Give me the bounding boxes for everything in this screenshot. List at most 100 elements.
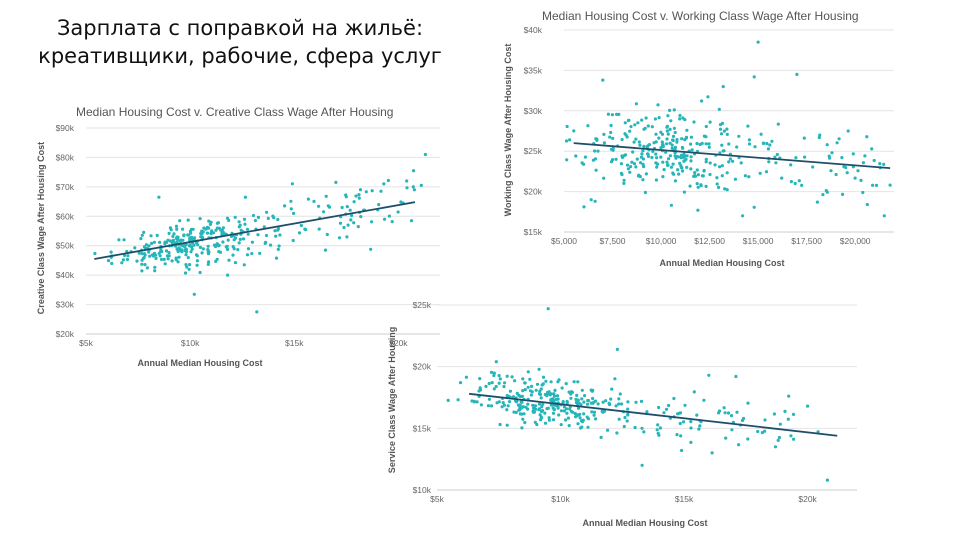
data-point <box>266 216 270 220</box>
data-point <box>273 229 277 233</box>
data-point <box>626 412 630 416</box>
data-point <box>221 226 225 230</box>
data-point <box>564 418 568 422</box>
data-point <box>611 136 615 140</box>
data-point <box>725 132 729 136</box>
data-point <box>176 249 180 254</box>
data-point <box>776 438 780 442</box>
data-point <box>878 162 882 166</box>
data-point <box>552 394 557 398</box>
x-tick-label: $7,500 <box>600 236 626 246</box>
data-point <box>269 243 273 247</box>
data-point <box>599 435 603 439</box>
data-point <box>187 267 191 271</box>
data-point <box>162 257 166 261</box>
data-point <box>737 134 741 138</box>
data-point <box>651 149 655 153</box>
data-point <box>501 401 505 405</box>
data-point <box>556 406 560 410</box>
data-point <box>187 233 191 237</box>
data-point <box>258 251 262 255</box>
x-axis-label: Annual Median Housing Cost <box>660 258 785 268</box>
data-point <box>214 244 218 249</box>
data-point <box>594 417 598 421</box>
data-point <box>641 149 645 153</box>
data-point <box>356 225 360 229</box>
data-point <box>596 149 600 153</box>
data-point <box>571 410 575 414</box>
data-point <box>731 159 735 163</box>
data-point <box>180 244 184 248</box>
data-point <box>569 396 573 400</box>
data-point <box>575 393 579 397</box>
data-point <box>176 260 180 264</box>
data-point <box>206 244 210 248</box>
data-point <box>342 225 346 230</box>
data-point <box>670 143 674 147</box>
data-point <box>579 426 583 430</box>
data-point <box>399 200 403 204</box>
data-point <box>217 226 221 230</box>
data-point <box>653 117 657 121</box>
data-point <box>682 420 686 424</box>
y-tick-label: $80k <box>56 152 75 162</box>
data-point <box>708 172 712 177</box>
data-point <box>733 177 737 181</box>
data-point <box>199 231 203 236</box>
data-point <box>739 161 743 165</box>
data-point <box>680 169 685 173</box>
data-point <box>246 232 250 236</box>
data-point <box>760 431 764 435</box>
data-point <box>278 233 282 237</box>
data-point <box>689 167 693 171</box>
data-point <box>756 40 760 44</box>
data-point <box>590 410 594 414</box>
data-point <box>667 157 671 161</box>
data-point <box>689 142 693 146</box>
data-point <box>625 163 630 167</box>
data-point <box>678 117 682 121</box>
data-point <box>538 413 542 417</box>
data-point <box>841 192 845 196</box>
data-point <box>233 215 237 219</box>
data-point <box>513 379 517 383</box>
data-point <box>626 400 630 404</box>
y-tick-label: $30k <box>524 106 543 116</box>
data-point <box>521 389 525 393</box>
data-point <box>579 403 583 407</box>
data-point <box>411 185 415 189</box>
data-point <box>774 161 778 165</box>
data-point <box>617 397 621 401</box>
data-point <box>177 255 181 259</box>
data-point <box>626 407 630 411</box>
data-point <box>359 215 363 219</box>
data-point <box>576 422 580 426</box>
data-point <box>671 162 675 166</box>
data-point <box>882 162 886 166</box>
data-point <box>672 108 676 112</box>
data-point <box>559 423 563 427</box>
data-point <box>207 219 211 223</box>
data-point <box>628 129 632 133</box>
data-point <box>564 139 569 143</box>
data-point <box>253 219 257 223</box>
data-point <box>664 407 669 411</box>
data-point <box>289 199 293 203</box>
data-point <box>680 137 684 141</box>
data-point <box>171 234 175 238</box>
data-point <box>620 402 624 406</box>
data-point <box>487 381 491 386</box>
data-point <box>770 139 774 143</box>
y-tick-label: $60k <box>56 211 75 221</box>
data-point <box>582 162 586 166</box>
data-point <box>715 182 719 186</box>
data-point <box>264 233 269 238</box>
data-point <box>720 121 725 125</box>
x-tick-label: $5k <box>430 494 444 504</box>
data-point <box>387 214 391 218</box>
data-point <box>773 445 778 449</box>
data-point <box>717 185 721 189</box>
data-point <box>856 169 860 173</box>
x-tick-label: $15k <box>285 338 304 348</box>
data-point <box>182 234 186 238</box>
